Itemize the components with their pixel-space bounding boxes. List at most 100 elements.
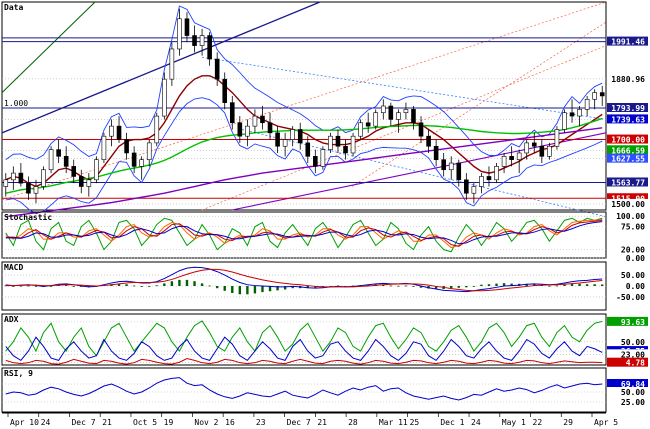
- candle-body: [365, 122, 371, 127]
- candle-body: [403, 109, 409, 114]
- candle-body: [222, 78, 228, 103]
- candle-body: [207, 35, 212, 60]
- macd-histogram-bar: [193, 281, 196, 286]
- stochastic-line-0: [5, 217, 603, 253]
- macd-histogram-bar: [502, 283, 506, 286]
- candle-body: [237, 122, 243, 137]
- macd-histogram-bar: [487, 284, 491, 286]
- macd-histogram-bar: [548, 285, 551, 287]
- macd-axis-tag-0: [607, 270, 648, 280]
- stochastic-title: Stochastic: [4, 212, 52, 222]
- macd-histogram-bar: [382, 284, 385, 286]
- x-tick-label: Dec 1: [440, 418, 464, 427]
- price-axis-tag-5: [607, 145, 648, 155]
- price-panel: 1.000 Data 1991.46 1880.96 1793.99 1739.63 170…: [1, 1, 648, 218]
- macd-histogram-bar: [4, 285, 7, 287]
- macd-histogram-bar: [593, 284, 596, 286]
- candle-body: [358, 122, 363, 137]
- macd-histogram-bar: [246, 286, 249, 295]
- candle-body: [577, 109, 582, 117]
- candle-body: [124, 139, 129, 154]
- candle-body: [350, 135, 356, 154]
- candle-body: [486, 176, 492, 181]
- candle-body: [524, 142, 530, 154]
- macd-histogram-bar: [19, 285, 23, 287]
- candle-body: [3, 179, 9, 187]
- adx-axis-tag-3: [607, 349, 648, 359]
- x-axis: Apr 10 24 Dec 7 21 Oct 5 19 Nov 2 16 23 Dec 7 21 28…: [2, 412, 618, 427]
- candle-body: [599, 92, 605, 97]
- adx-axis-tag-1: [607, 336, 648, 346]
- rsi-axis-tag-0: [607, 379, 648, 388]
- candle-body: [592, 92, 597, 100]
- candle-body: [531, 142, 537, 147]
- price-axis-label-3: 1739.63: [611, 115, 645, 124]
- macd-axis-tag-2: [607, 291, 648, 301]
- candle-body: [313, 156, 318, 167]
- macd-histogram-bar: [223, 286, 226, 291]
- candle-body: [547, 145, 552, 157]
- macd-histogram-bar: [185, 279, 189, 286]
- stochastic-line-3: [5, 221, 603, 245]
- macd-histogram-bar: [495, 283, 498, 286]
- candle-body: [539, 145, 545, 157]
- rsi-axis-label-0: 69.84: [621, 380, 645, 389]
- macd-histogram-bar: [34, 286, 38, 287]
- candle-body: [33, 186, 39, 194]
- band-lower: [5, 97, 603, 215]
- candle-body: [373, 112, 379, 127]
- candle-body: [116, 125, 122, 140]
- candle-body: [184, 18, 190, 36]
- trend-line-0: [1, 1, 96, 93]
- x-tick-label: Dec 7: [71, 418, 95, 427]
- stochastic-axis-tag-2: [607, 244, 648, 254]
- trend-line-2: [201, 56, 607, 120]
- price-axis-label-7: 1563.77: [611, 178, 645, 187]
- trend-line-6: [351, 21, 607, 187]
- candle-body: [509, 156, 514, 160]
- price-axis-label-2: 1793.99: [611, 104, 645, 113]
- macd-histogram-bar: [465, 286, 468, 288]
- candle-body: [260, 115, 265, 124]
- x-tick-label: 25: [410, 418, 420, 427]
- candle-body: [569, 112, 575, 117]
- macd-histogram-bar: [510, 283, 513, 286]
- candle-body: [584, 98, 590, 110]
- stochastic-axis-label-2: 20.00: [621, 246, 645, 255]
- macd-panel: MACD 50.00 0.00 -50.00: [1, 261, 648, 311]
- macd-histogram-bar: [170, 281, 174, 286]
- candle-body: [71, 166, 77, 177]
- adx-axis-label-4: 4.78: [626, 359, 645, 368]
- rsi-line-0: [5, 377, 603, 401]
- macd-line-0: [5, 266, 603, 293]
- candle-body: [418, 122, 424, 137]
- candle-body: [479, 176, 484, 187]
- macd-histogram-bar: [276, 286, 279, 291]
- adx-axis-label-3: 23.00: [621, 350, 645, 359]
- stochastic-frame: [1, 211, 607, 259]
- macd-histogram-bar: [291, 286, 294, 289]
- macd-histogram-bar: [283, 286, 287, 290]
- candle-body: [252, 115, 258, 127]
- candle-body: [388, 105, 394, 120]
- macd-axis-label-2: -50.00: [616, 293, 645, 302]
- candle-body: [456, 162, 462, 181]
- macd-histogram-bar: [578, 283, 581, 286]
- candle-body: [335, 135, 341, 147]
- candle-body: [516, 152, 522, 160]
- candle-body: [297, 129, 303, 144]
- adx-axis-tag-4: [607, 357, 648, 367]
- macd-histogram-bar: [389, 285, 393, 287]
- candle-body: [154, 115, 160, 144]
- candle-body: [305, 142, 311, 157]
- macd-histogram-bar: [178, 279, 181, 286]
- adx-axis-tag-0: [607, 316, 648, 326]
- macd-histogram-bar: [585, 284, 589, 286]
- price-axis-tag-0: [607, 36, 648, 46]
- trend-line-7: [231, 132, 607, 211]
- ma-line-1: [5, 117, 603, 194]
- macd-histogram-bar: [140, 286, 143, 287]
- x-tick-label: 19: [164, 418, 174, 427]
